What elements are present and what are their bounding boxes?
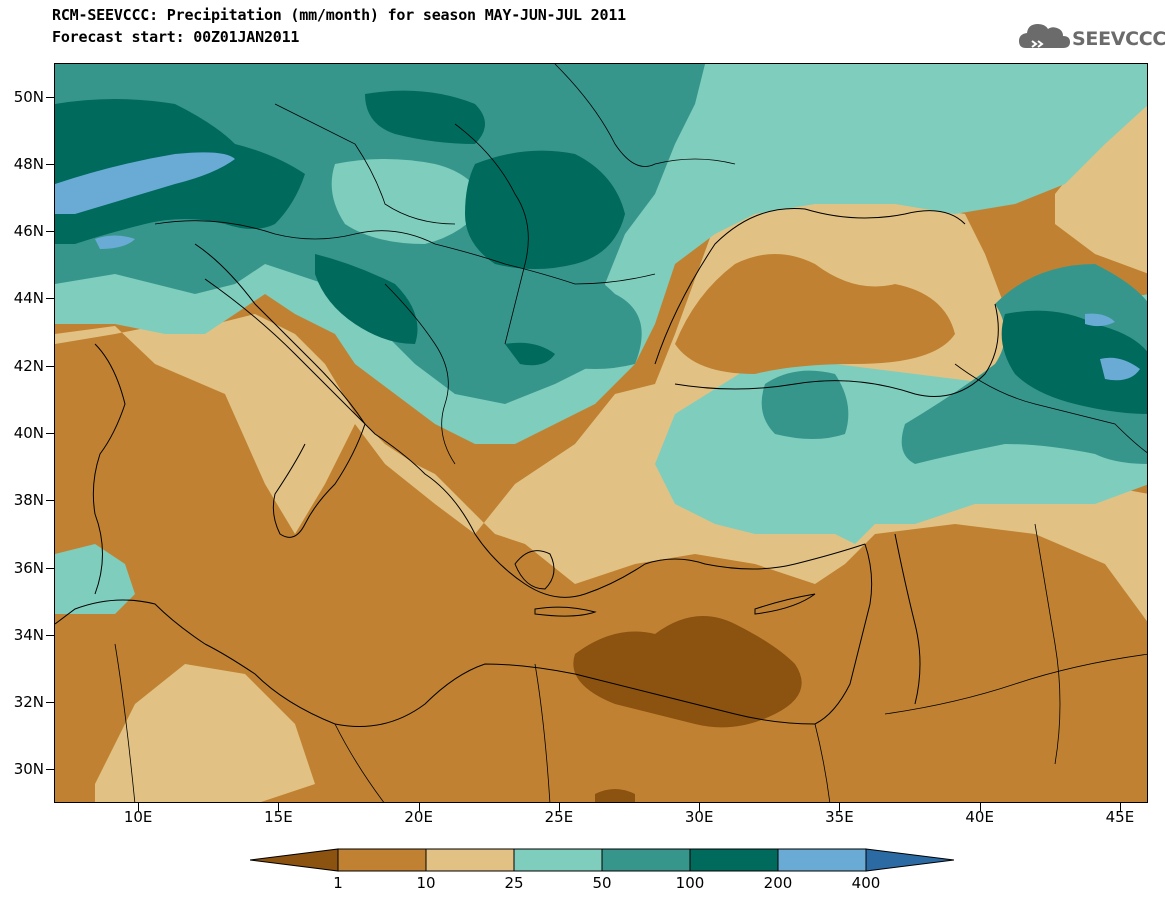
lon-label-40e: 40E (965, 808, 994, 826)
map-title: RCM-SEEVCCC: Precipitation (mm/month) fo… (52, 6, 626, 24)
lon-tick (1119, 803, 1121, 811)
contour-100-200-ukraine-n (365, 90, 485, 144)
precipitation-map (54, 63, 1148, 803)
lat-tick (46, 231, 54, 233)
lat-label-34n: 34N (13, 625, 44, 644)
colorbar-segment (337, 848, 427, 872)
lon-label-15e: 15E (264, 808, 293, 826)
contour-10-25-sw (95, 664, 315, 802)
colorbar-segment (777, 848, 867, 872)
contour-200-400-alps (55, 152, 235, 214)
lat-tick (46, 567, 54, 569)
lat-label-44n: 44N (13, 289, 44, 308)
contour-below-1-s (595, 789, 635, 802)
lat-tick (46, 769, 54, 771)
colorbar-segment (425, 848, 515, 872)
lat-label-30n: 30N (13, 760, 44, 779)
lon-tick (418, 803, 420, 811)
lat-label-32n: 32N (13, 693, 44, 712)
lon-tick (699, 803, 701, 811)
colorbar-segment-below-1 (250, 848, 339, 872)
lat-tick (46, 702, 54, 704)
contour-200-400-alps-2 (95, 235, 135, 249)
colorbar-label: 100 (675, 874, 705, 892)
lat-tick (46, 163, 54, 165)
contour-100-200-caucasus (1001, 310, 1147, 414)
lon-label-25e: 25E (544, 808, 574, 826)
logo-text: SEEVCCC (1072, 28, 1165, 50)
contour-100-200-dinaric (315, 254, 418, 344)
colorbar-segment (689, 848, 779, 872)
contour-200-400-caucasus (1100, 357, 1140, 381)
contour-50-100-hungary-gap (331, 159, 485, 244)
lon-label-10e: 10E (123, 808, 153, 826)
lon-tick (979, 803, 981, 811)
colorbar-segment-above-400 (865, 848, 954, 872)
contour-50-100-anatolia (761, 370, 849, 439)
lat-tick (46, 433, 54, 434)
lat-tick (46, 96, 54, 98)
lat-label-36n: 36N (13, 558, 44, 577)
coastlines (55, 207, 999, 727)
lon-tick (138, 803, 140, 811)
country-borders (114, 64, 1147, 802)
lat-tick (46, 500, 54, 502)
lat-label-46n: 46N (13, 222, 44, 241)
precipitation-field (55, 64, 1147, 802)
contour-10-25-e (1055, 105, 1147, 274)
lon-label-30e: 30E (684, 808, 714, 826)
colorbar-label: 25 (504, 874, 524, 892)
lon-tick (278, 803, 280, 811)
forecast-start-subtitle: Forecast start: 00Z01JAN2011 (52, 28, 300, 46)
lat-tick (46, 298, 54, 300)
colorbar-label: 10 (416, 874, 436, 892)
lon-tick (839, 803, 841, 811)
colorbar-label: 200 (763, 874, 793, 892)
colorbar-segment (601, 848, 691, 872)
colorbar-label: 1 (333, 874, 343, 892)
contour-100-200-ukraine (465, 150, 625, 269)
contour-50-100-carpathians (511, 262, 642, 369)
lat-label-40n: 40N (13, 424, 44, 442)
lon-label-45e: 45E (1105, 808, 1135, 826)
lat-label-38n: 38N (13, 491, 44, 510)
lat-tick (46, 634, 54, 636)
lat-label-50n: 50N (13, 87, 44, 106)
lon-label-35e: 35E (825, 808, 854, 826)
contour-25-50-anatolia (655, 294, 1147, 544)
black-sea-dry (675, 254, 955, 374)
lat-label-48n: 48N (13, 154, 44, 173)
lon-tick (558, 803, 560, 811)
colorbar-label: 400 (851, 874, 881, 892)
colorbar-label: 50 (592, 874, 612, 892)
precipitation-colorbar (250, 848, 954, 872)
contour-25-50-sardinia (55, 544, 135, 614)
contour-100-200-bosnia (505, 342, 555, 366)
colorbar-segment (513, 848, 603, 872)
contour-200-400-caucasus-2 (1085, 313, 1115, 327)
cloud-icon (1019, 24, 1070, 48)
lat-label-42n: 42N (13, 356, 44, 375)
lat-tick (46, 365, 54, 367)
seevccc-logo: SEEVCCC (1018, 18, 1165, 58)
lon-label-20e: 20E (404, 808, 433, 826)
contour-below-1 (573, 616, 802, 728)
